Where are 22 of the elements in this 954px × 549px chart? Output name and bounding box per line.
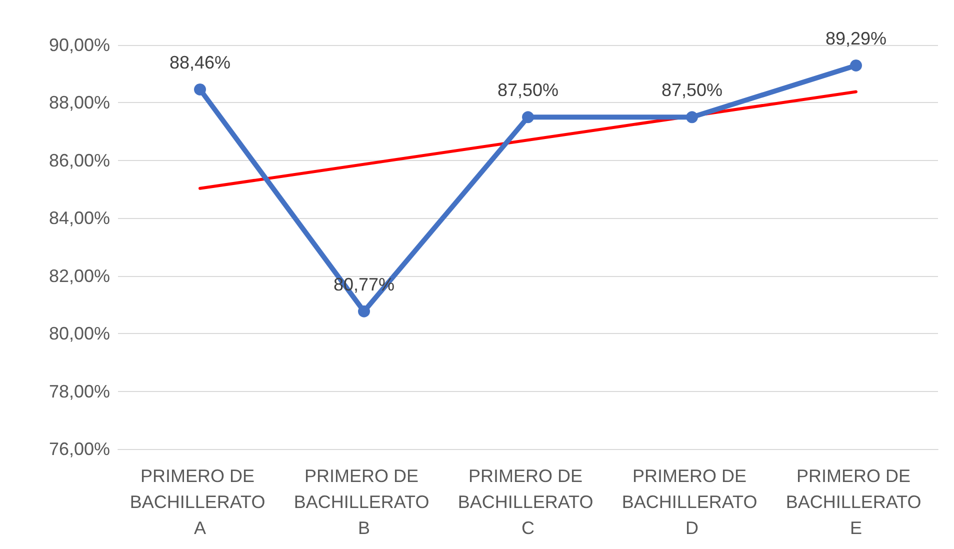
data-label: 88,46% [169,52,231,72]
y-tick-label: 78,00% [48,381,110,402]
point [522,111,534,124]
point [194,83,206,96]
y-tick-label: 86,00% [48,150,110,170]
point [686,111,698,124]
y-tick-label: 84,00% [48,208,110,228]
data-label: 89,29% [825,28,887,48]
x-tick-label: PRIMERO DE BACHILLERATO A [130,466,270,538]
y-tick-label: 82,00% [48,266,110,286]
y-tick-label: 90,00% [48,35,110,55]
data-label: 87,50% [661,80,723,100]
y-tick-label: 80,00% [48,324,110,344]
y-tick-label: 88,00% [48,92,110,113]
point [358,305,370,318]
y-tick-label: 76,00% [48,439,110,459]
x-tick-label: PRIMERO DE BACHILLERATO C [458,466,598,538]
x-tick-label: PRIMERO DE BACHILLERATO D [622,466,762,538]
data-label: 87,50% [497,80,559,100]
x-tick-label: PRIMERO DE BACHILLERATO B [294,466,434,538]
point [850,59,862,72]
x-tick-label: PRIMERO DE BACHILLERATO E [786,466,926,538]
